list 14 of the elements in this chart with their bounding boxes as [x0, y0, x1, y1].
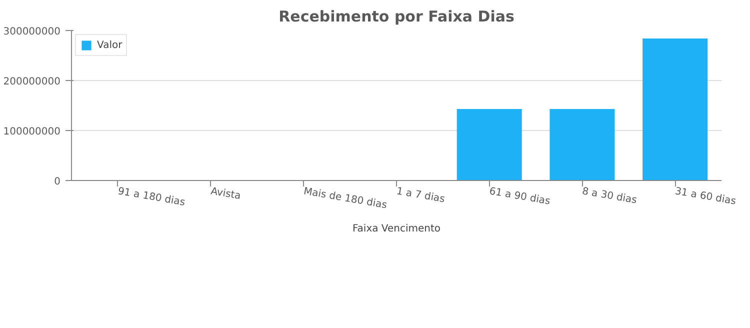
y-tick-label: 0	[54, 176, 61, 188]
x-tick-label: 1 a 7 dias	[396, 186, 446, 206]
x-tick-label: 31 a 60 dias	[674, 186, 737, 208]
y-tick-label: 300000000	[3, 26, 61, 38]
legend-label: Valor	[97, 39, 122, 51]
x-tick-label: 8 a 30 dias	[581, 186, 638, 206]
chart-title: Recebimento por Faixa Dias	[278, 8, 514, 26]
x-tick-label: Avista	[210, 186, 242, 202]
x-tick-label: Mais de 180 dias	[302, 186, 388, 212]
x-tick-label: 91 a 180 dias	[117, 186, 186, 208]
x-tick-label: 61 a 90 dias	[488, 186, 551, 208]
y-tick-label: 200000000	[3, 76, 61, 88]
y-tick-label: 100000000	[3, 126, 61, 138]
x-axis-title: Faixa Vencimento	[352, 224, 441, 235]
